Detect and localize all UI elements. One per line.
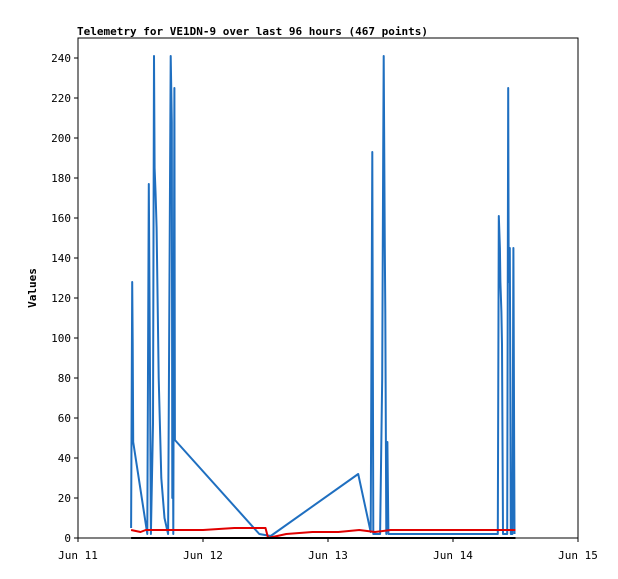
y-tick-label: 140 (51, 252, 71, 265)
y-tick-label: 40 (58, 452, 71, 465)
y-axis: 0 20 40 60 80 100 120 140 160 180 200 220 240 (51, 52, 78, 545)
y-tick-label: 220 (51, 92, 71, 105)
y-tick-label: 60 (58, 412, 71, 425)
y-axis-label: Values (26, 268, 39, 308)
y-tick-label: 160 (51, 212, 71, 225)
y-tick-label: 80 (58, 372, 71, 385)
y-tick-label: 240 (51, 52, 71, 65)
y-tick-label: 180 (51, 172, 71, 185)
y-tick-label: 100 (51, 332, 71, 345)
series-layer (130, 55, 516, 539)
x-tick-label: Jun 13 (308, 549, 348, 562)
x-tick-label: Jun 11 (58, 549, 98, 562)
x-tick-label: Jun 15 (558, 549, 598, 562)
y-tick-label: 120 (51, 292, 71, 305)
x-axis: Jun 11 Jun 12 Jun 13 Jun 14 Jun 15 (58, 538, 598, 562)
series-line-1 (130, 527, 516, 539)
series-1 (130, 527, 516, 539)
y-tick-label: 200 (51, 132, 71, 145)
y-tick-label: 0 (64, 532, 71, 545)
x-tick-label: Jun 14 (433, 549, 473, 562)
chart-title: Telemetry for VE1DN-9 over last 96 hours… (77, 25, 428, 38)
x-tick-label: Jun 12 (183, 549, 223, 562)
y-tick-label: 20 (58, 492, 71, 505)
